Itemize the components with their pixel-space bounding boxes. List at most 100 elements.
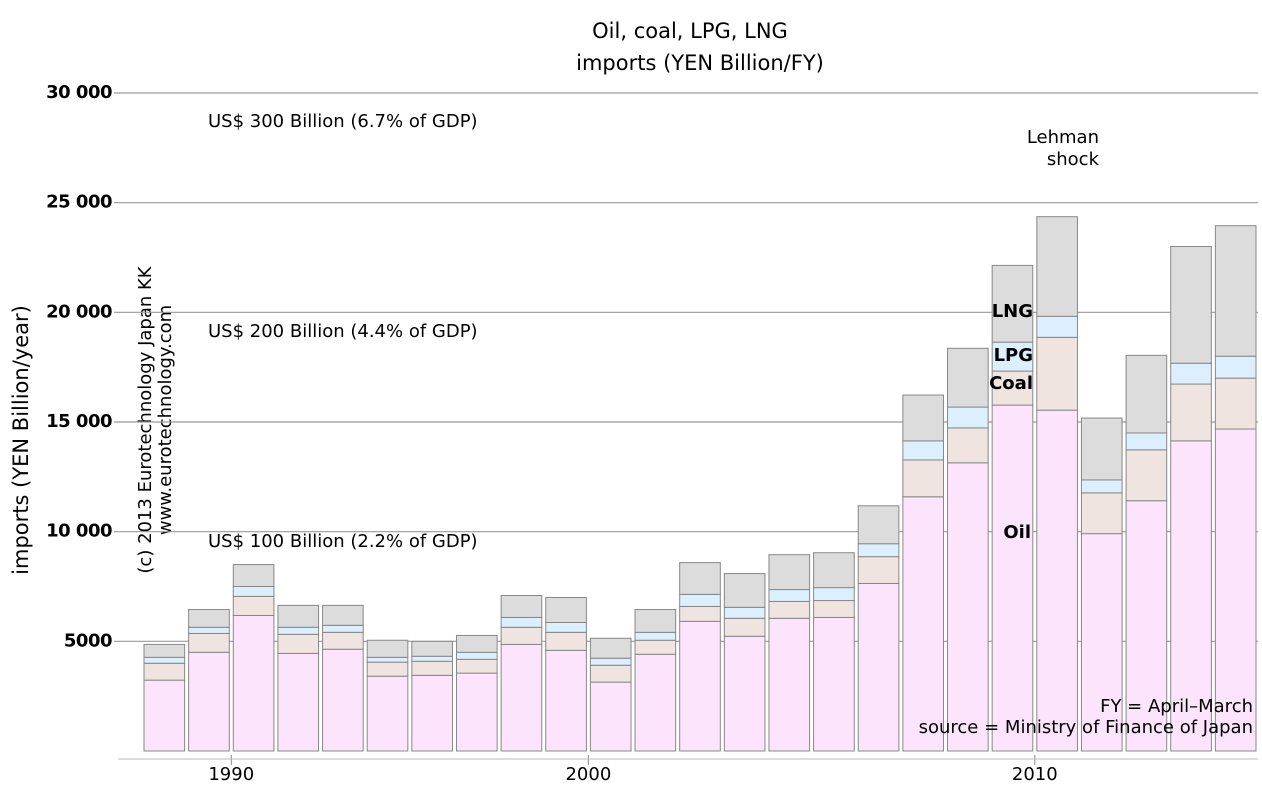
bar-segment [589,637,632,659]
bar-segment [991,264,1034,343]
bar-segment [366,675,409,752]
bar-segment [813,616,855,752]
bar-segment [1125,432,1168,451]
bar-segment [634,653,677,752]
chart-title: imports (YEN Billion/FY) [576,51,824,75]
bar-segment [1080,417,1123,481]
bar-segment [1214,428,1257,752]
bar-segment [500,626,543,645]
bar-segment [366,639,409,658]
bar-segment [991,404,1034,752]
bar-segment [768,600,811,619]
bar-segment [857,505,900,545]
note: source = Ministry of Finance of Japan [919,717,1253,738]
bar-segment [768,589,811,602]
bar-segment [455,672,498,752]
chart-title: Oil, coal, LPG, LNG [592,19,788,43]
bar-segment [277,633,320,654]
bar-segment [947,406,989,429]
y-tick-label: 15 000 [46,411,112,432]
bar-segment [857,556,900,584]
bar-segment [1036,409,1078,752]
bar-segment [1125,449,1168,502]
bar-segment [1214,225,1257,357]
bar-segment [634,631,677,641]
bar-segment [857,582,900,752]
bar-segment [411,674,453,752]
bar-segment [322,648,364,752]
bar-segment [813,552,855,589]
bar-segment [991,341,1034,372]
bar-segment [545,649,587,752]
bar-segment [679,562,721,595]
y-tick-label: 20 000 [46,301,112,322]
x-tick-label: 2000 [565,764,611,785]
bar-segment [679,593,721,607]
bar-segment [277,626,320,635]
bar-segment [188,609,230,628]
series-label: Oil [1003,522,1031,543]
y-tick-label: 5000 [64,630,112,651]
bar-segment [545,596,587,623]
bar-segment [1080,492,1123,535]
bar-segment [143,656,186,664]
note: FY = April–March [1100,696,1253,717]
annotation: US$ 300 Billion (6.7% of GDP) [208,111,478,132]
annotation: US$ 200 Billion (4.4% of GDP) [208,321,478,342]
bar-segment [589,681,632,752]
bar-segment [723,606,766,619]
bar-segment [277,652,320,752]
bar-segment [143,643,186,658]
bar-segment [947,462,989,752]
bar-segment [1080,479,1123,494]
bar-segment [1214,355,1257,379]
bar-segment [902,440,945,461]
bar-segment [500,594,543,618]
bar-segment [143,679,186,752]
bar-segment [723,573,766,608]
bar-segment [232,614,275,752]
bar-segment [545,621,587,633]
bar-segment [768,554,811,591]
bar-segment [991,370,1034,406]
bar-segment [411,640,453,657]
y-axis-label: imports (YEN Billion/year) [9,305,33,575]
bar-segment [768,617,811,752]
bar-segment [455,651,498,660]
bar-segment [500,616,543,628]
bar-segment [232,595,275,616]
bar-segment [411,660,453,676]
bar-segment [545,631,587,651]
bar-segment [188,632,230,653]
series-label: LPG [994,345,1033,366]
event-label: Lehman [1027,127,1099,148]
bar-segment [947,347,989,408]
bar-segment [902,459,945,498]
event-label: shock [1047,149,1100,170]
bar-segment [679,620,721,752]
bar-segment [1036,336,1078,411]
bar-segment [1125,354,1168,434]
y-tick-label: 30 000 [46,82,112,103]
bar-segment [813,587,855,602]
bar-segment [902,394,945,442]
bar-segment [322,631,364,650]
bar-segment [232,586,275,597]
copyright: (c) 2013 Eurotechnology Japan KK [135,265,156,573]
bar-segment [947,427,989,464]
bar-segment [411,655,453,662]
bar-segment [232,564,275,587]
bar-segment [723,617,766,637]
bar-segment [813,600,855,618]
bar-segment [188,651,230,752]
series-label: LNG [992,301,1033,322]
bar-segment [143,662,186,681]
bar-segment [634,609,677,633]
bar-segment [1170,383,1212,442]
bar-segment [366,656,409,663]
bar-segment [589,657,632,666]
bar-segment [723,635,766,752]
bar-segment [589,664,632,683]
series-label: Coal [989,373,1033,394]
bar-segment [455,634,498,653]
